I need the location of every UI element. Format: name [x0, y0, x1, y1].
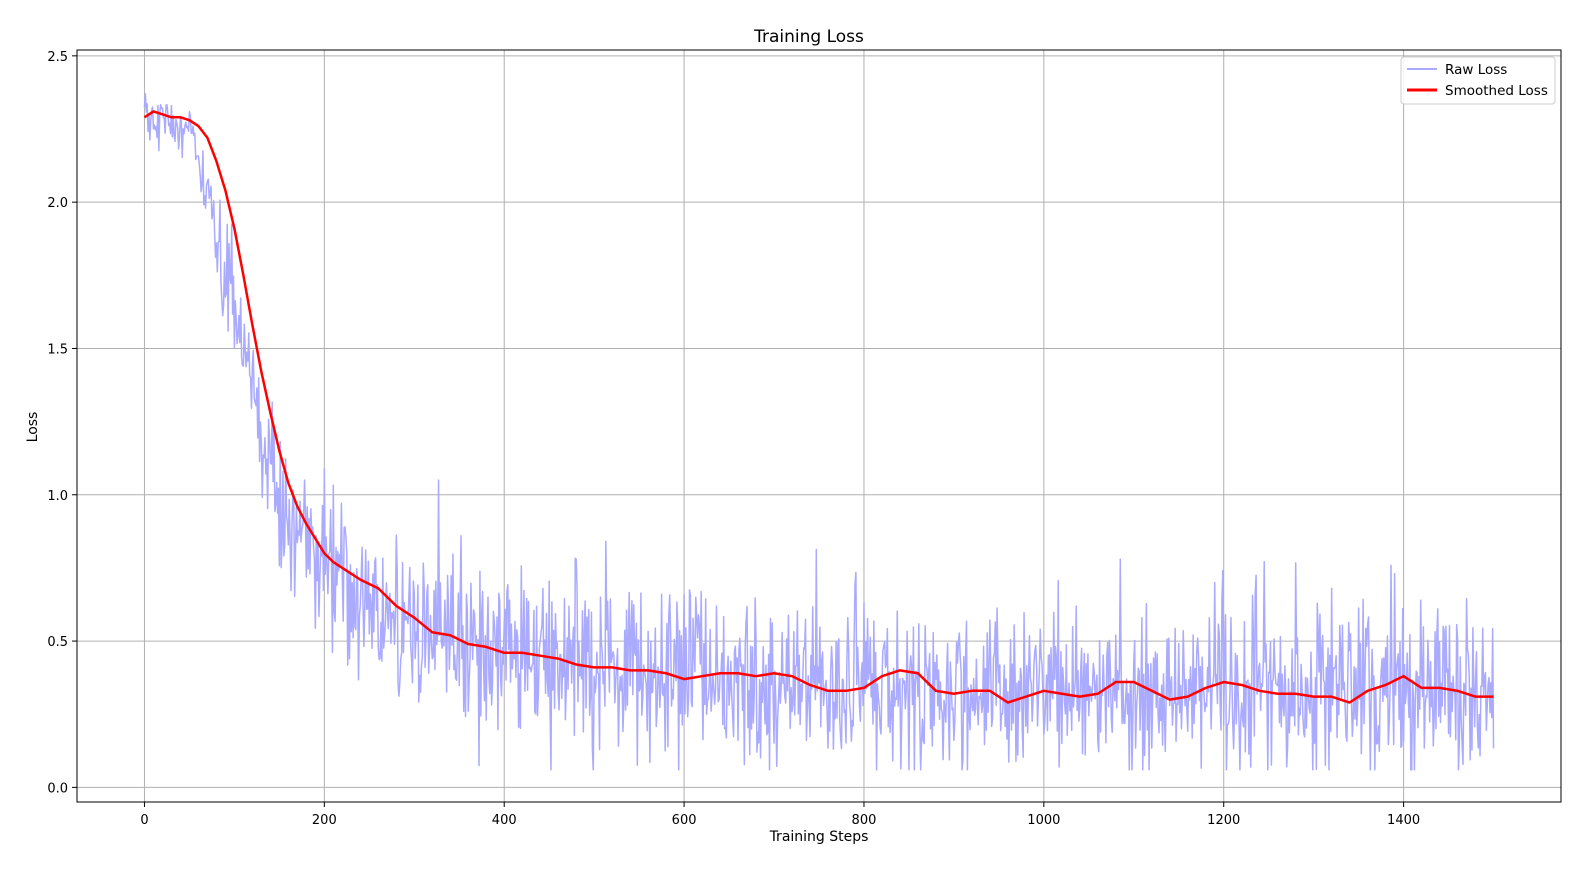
x-tick-label: 1400	[1387, 813, 1420, 828]
y-tick-label: 1.0	[47, 489, 68, 504]
y-tick-label: 2.5	[47, 50, 68, 65]
y-tick-label: 0.0	[47, 781, 68, 796]
x-tick-label: 200	[312, 813, 337, 828]
chart-title: Training Loss	[753, 27, 864, 47]
y-tick-label: 1.5	[47, 342, 68, 357]
x-tick-label: 1200	[1207, 813, 1240, 828]
raw-loss-line	[143, 93, 1495, 771]
legend-label-smoothed-loss: Smoothed Loss	[1445, 83, 1548, 99]
y-tick-label: 0.5	[47, 635, 68, 650]
smoothed-loss-line	[143, 110, 1494, 704]
x-tick-label: 1000	[1027, 813, 1060, 828]
x-tick-label: 0	[140, 813, 148, 828]
x-axis-label: Training Steps	[769, 829, 869, 845]
y-axis-label: Loss	[25, 412, 41, 443]
x-tick-label: 600	[672, 813, 697, 828]
x-axis-ticks: 0 200 400 600 800 1000 1200 1400	[140, 802, 1420, 828]
legend-label-raw-loss: Raw Loss	[1445, 62, 1507, 78]
x-tick-label: 400	[492, 813, 517, 828]
y-tick-label: 2.0	[47, 196, 68, 211]
plot-area	[143, 93, 1495, 771]
legend: Raw Loss Smoothed Loss	[1400, 56, 1556, 105]
y-axis-ticks: 0.0 0.5 1.0 1.5 2.0 2.5	[47, 50, 77, 796]
x-tick-label: 800	[852, 813, 877, 828]
legend-box	[1400, 56, 1556, 105]
plot-frame	[76, 49, 1562, 803]
